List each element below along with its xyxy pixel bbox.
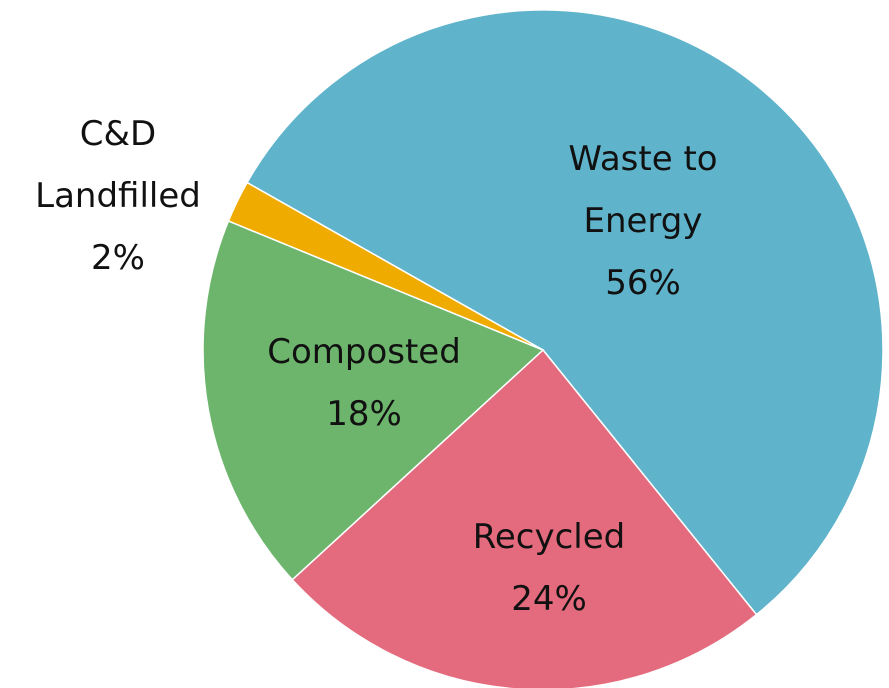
slice-label-line: Recycled <box>473 517 625 557</box>
slice-label-line: Landfilled <box>35 176 201 216</box>
pie-labels: Waste to Energy 56% Recycled 24% Composted 18%… <box>35 114 717 619</box>
slice-label-c-d-landfilled: C&D Landfilled 2% <box>35 114 201 278</box>
slice-percent: 56% <box>605 263 681 303</box>
slice-percent: 24% <box>511 579 587 619</box>
slice-label-line: Waste to <box>568 139 717 179</box>
slice-percent: 18% <box>326 394 402 434</box>
slice-label-recycled: Recycled 24% <box>473 517 625 619</box>
slice-label-line: C&D <box>80 114 156 154</box>
slice-label-composted: Composted 18% <box>267 332 461 434</box>
pie-slice-recycled <box>291 348 758 688</box>
slice-percent: 2% <box>91 238 145 278</box>
pie-slice-c-d-landfilled <box>227 181 544 351</box>
slice-label-line: Composted <box>267 332 461 372</box>
pie-slices <box>202 9 884 688</box>
pie-slice-waste-to-energy <box>246 9 884 616</box>
pie-slice-composted <box>202 220 545 581</box>
slice-label-line: Energy <box>583 201 702 241</box>
slice-label-waste-to-energy: Waste to Energy 56% <box>568 139 717 303</box>
